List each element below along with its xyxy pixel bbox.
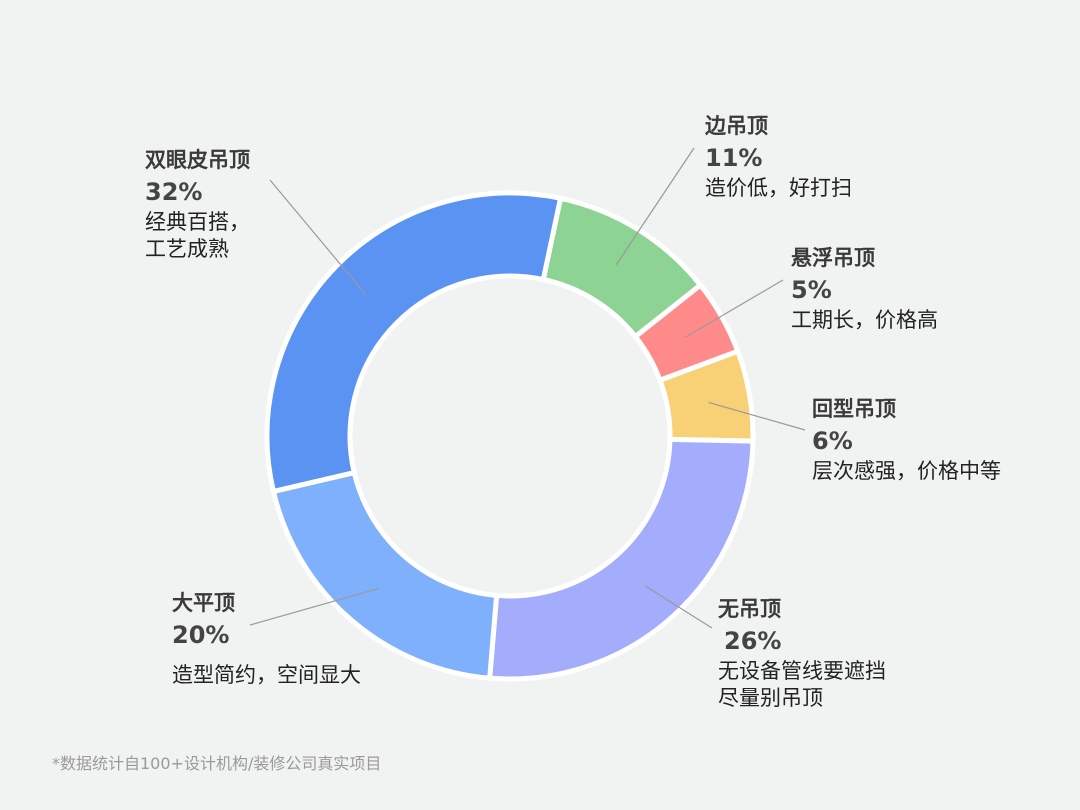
description-label: 造价低，好打扫 xyxy=(705,176,852,201)
category-label: 回型吊顶 xyxy=(812,397,896,421)
leader-line-6 xyxy=(269,179,367,296)
leader-line-5 xyxy=(249,587,379,626)
category-label: 大平顶 xyxy=(172,591,235,615)
value-label: 5% xyxy=(791,276,832,305)
value-label: 6% xyxy=(812,427,853,456)
value-label: 26% xyxy=(724,627,782,656)
donut-slice-6 xyxy=(264,190,564,494)
label-shuangyanpi-diaoding: 双眼皮吊顶 32% 经典百搭， 工艺成熟 xyxy=(145,147,250,262)
description-label: 无设备管线要遮挡 尽量别吊顶 xyxy=(718,659,886,710)
description-label: 经典百搭， 工艺成熟 xyxy=(145,210,250,261)
label-bian-diaoding: 边吊顶 11% 造价低，好打扫 xyxy=(705,113,852,202)
leader-line-4 xyxy=(644,585,713,629)
category-label: 悬浮吊顶 xyxy=(791,246,875,270)
description-label: 工期长，价格高 xyxy=(791,308,938,333)
category-label: 无吊顶 xyxy=(718,597,781,621)
leader-line-3 xyxy=(708,401,806,431)
value-label: 11% xyxy=(705,144,763,173)
category-label: 双眼皮吊顶 xyxy=(145,148,250,172)
label-wu-diaoding: 无吊顶 26% 无设备管线要遮挡 尽量别吊顶 xyxy=(718,596,886,711)
label-da-pingding: 大平顶 20% 造型简约，空间显大 xyxy=(172,590,361,689)
donut-slice-4 xyxy=(487,436,756,682)
label-xuanfu-diaoding: 悬浮吊顶 5% 工期长，价格高 xyxy=(791,245,938,334)
footnote: *数据统计自100+设计机构/装修公司真实项目 xyxy=(52,754,382,773)
leader-line-2 xyxy=(685,279,784,338)
value-label: 20% xyxy=(172,621,230,650)
value-label: 32% xyxy=(145,178,203,207)
description-label: 层次感强，价格中等 xyxy=(812,459,1001,484)
category-label: 边吊顶 xyxy=(705,114,768,138)
leader-line-1 xyxy=(615,147,695,266)
label-huixing-diaoding: 回型吊顶 6% 层次感强，价格中等 xyxy=(812,396,1001,485)
description-label: 造型简约，空间显大 xyxy=(172,663,361,688)
